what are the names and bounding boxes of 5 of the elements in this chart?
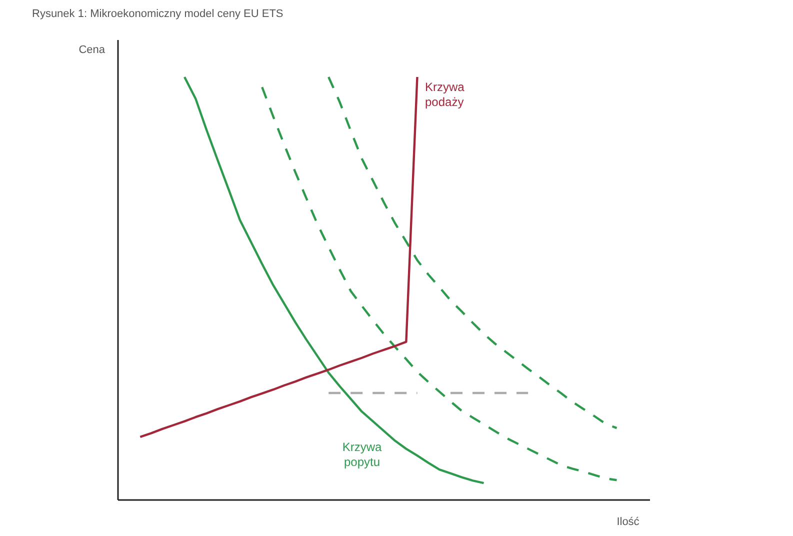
series-label: Krzywa podaży (425, 80, 465, 109)
y-axis-title: Cena (78, 44, 106, 56)
chart-title: Rysunek 1: Mikroekonomiczny model ceny EU ETS (32, 8, 284, 20)
series-label: Krzywa popytu (342, 440, 382, 469)
x-axis-title: Ilość (616, 516, 640, 528)
